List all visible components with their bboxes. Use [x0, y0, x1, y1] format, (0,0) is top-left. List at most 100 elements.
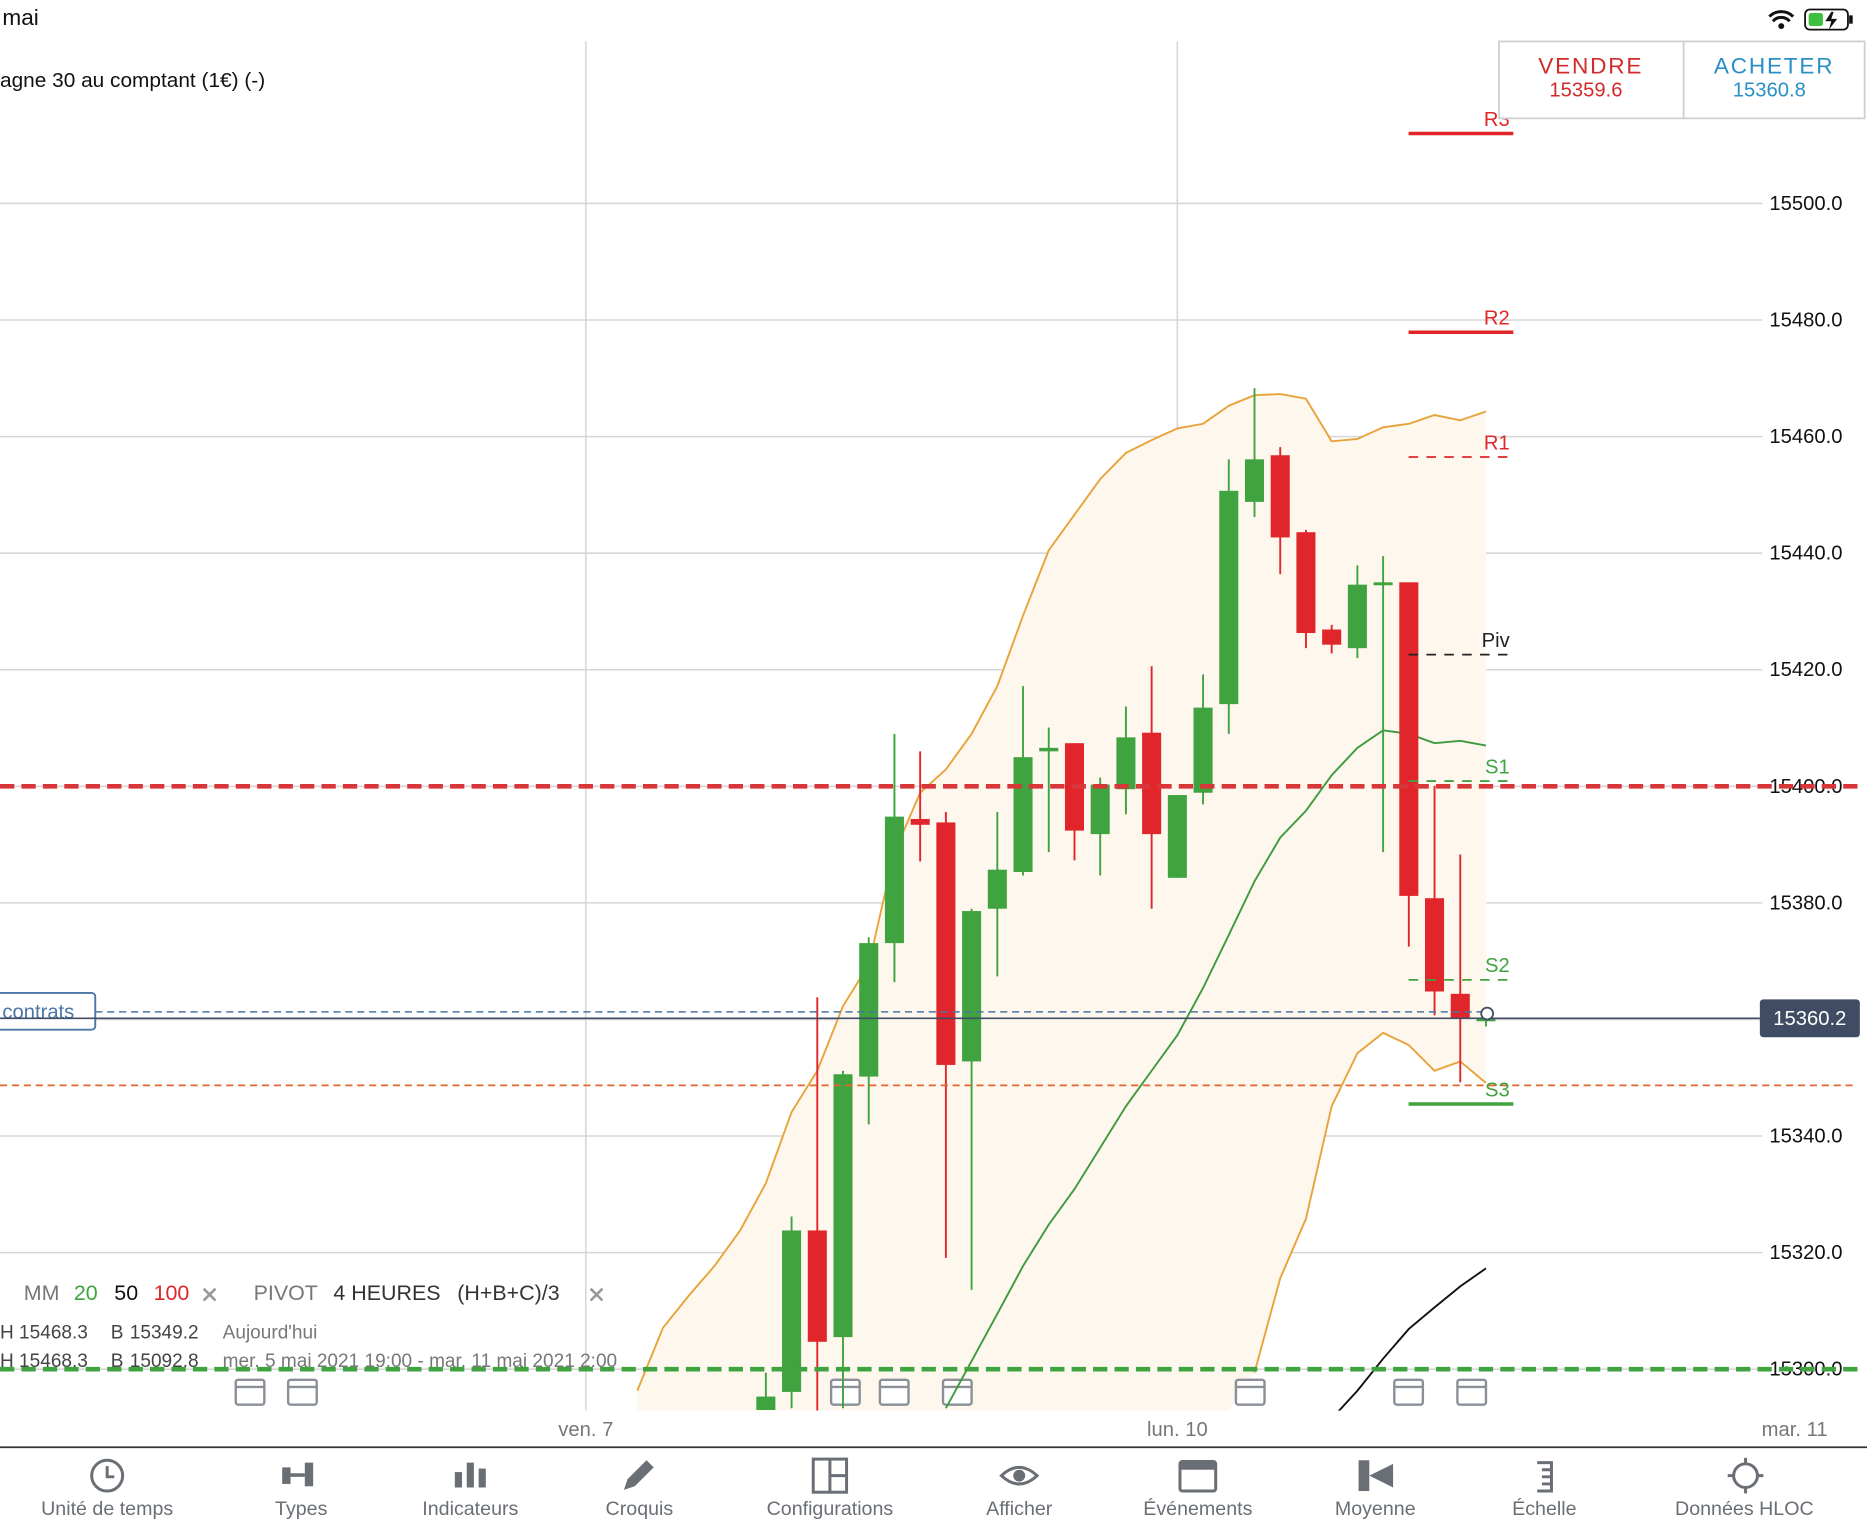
y-tick-label: 15440.0 — [1769, 543, 1842, 565]
pivot-label: S1 — [1485, 756, 1510, 778]
y-tick-label: 15380.0 — [1769, 892, 1842, 914]
stat-period: mer. 5 mai 2021 19:00 - mar. 11 mai 2021… — [223, 1351, 617, 1372]
y-tick-label: 15460.0 — [1769, 426, 1842, 448]
pivot-label: R1 — [1484, 432, 1510, 454]
x-tick-label: lun. 10 — [1147, 1419, 1208, 1441]
legend-period: 50 — [114, 1281, 138, 1305]
candle-body — [910, 818, 930, 825]
legend-remove[interactable] — [202, 1287, 217, 1302]
status-time: mai — [2, 5, 38, 30]
quote-frame — [1498, 40, 1866, 120]
legend-period: 20 — [74, 1281, 98, 1305]
event-marker[interactable] — [1234, 1378, 1266, 1406]
clipped-layer — [234, 388, 1496, 1411]
candle-body — [1373, 582, 1393, 586]
overlay-layer: 15300.015320.015340.015360.015380.015400… — [0, 109, 1860, 1441]
candle-body — [756, 1396, 776, 1410]
candle-body — [1116, 737, 1136, 790]
event-icon — [941, 1378, 973, 1406]
toolbar-item[interactable]: Unité de temps — [41, 1498, 173, 1520]
event-marker[interactable] — [234, 1378, 266, 1406]
y-tick-label: 15320.0 — [1769, 1242, 1842, 1264]
buy-price[interactable]: 15360.8 — [1733, 79, 1806, 101]
candle-body — [987, 869, 1007, 909]
candle-body — [1399, 582, 1419, 896]
y-tick-label: 15500.0 — [1769, 193, 1842, 215]
legend-pivot-formula: (H+B+C)/3 — [457, 1281, 559, 1305]
event-marker[interactable] — [878, 1378, 910, 1406]
stat-h: 15468.3 — [19, 1323, 88, 1344]
buy-label[interactable]: ACHETER — [1714, 53, 1835, 78]
toolbar-item[interactable]: Échelle — [1512, 1497, 1577, 1520]
stat-period: Aujourd'hui — [223, 1323, 318, 1344]
candle-body — [936, 822, 956, 1065]
y-tick-label: 15480.0 — [1769, 310, 1842, 332]
candle-body — [1039, 747, 1059, 752]
candle-body — [962, 911, 982, 1062]
candle-body — [1167, 795, 1187, 878]
position-box[interactable] — [0, 992, 97, 1031]
candle-body — [1296, 532, 1316, 634]
stat-h: 15468.3 — [19, 1351, 88, 1372]
legend-remove[interactable] — [589, 1287, 604, 1302]
event-icon — [1456, 1378, 1488, 1406]
toolbar-item[interactable]: Configurations — [767, 1498, 894, 1520]
candle-body — [1270, 455, 1290, 538]
indicator-line — [636, 393, 1487, 1392]
indicator-line — [1253, 1031, 1487, 1373]
candle-body — [1142, 732, 1162, 835]
toolbar-item[interactable]: Afficher — [986, 1498, 1053, 1520]
candle-body — [1244, 459, 1265, 502]
candle-body — [1450, 993, 1470, 1018]
status-icons — [1768, 8, 1853, 31]
y-tick-label: 15340.0 — [1769, 1126, 1842, 1148]
event-marker[interactable] — [829, 1378, 861, 1406]
event-marker[interactable] — [286, 1378, 318, 1406]
candle-body — [1347, 584, 1367, 649]
candle-body — [1322, 629, 1342, 645]
candle-body — [782, 1230, 802, 1392]
event-icon — [1234, 1378, 1266, 1406]
candle-body — [833, 1074, 853, 1338]
toolbar-item[interactable]: Événements — [1143, 1497, 1252, 1520]
stat-b: 15349.2 — [130, 1323, 199, 1344]
x-tick-label: ven. 7 — [558, 1419, 613, 1441]
toolbar-item[interactable]: Types — [275, 1498, 328, 1520]
pivot-label: R2 — [1484, 308, 1510, 330]
y-tick-label: 15420.0 — [1769, 659, 1842, 681]
legend-mm: MM — [24, 1281, 60, 1305]
event-icon — [234, 1378, 266, 1406]
event-marker[interactable] — [1393, 1378, 1425, 1406]
stat-b-label: B — [111, 1323, 124, 1344]
sell-label[interactable]: VENDRE — [1538, 53, 1643, 78]
stat-b: 15092.8 — [130, 1351, 199, 1372]
candle-body — [884, 816, 904, 944]
chart-title: agne 30 au comptant (1€) (-) — [0, 69, 265, 92]
event-marker[interactable] — [941, 1378, 973, 1406]
candle-body — [1090, 784, 1110, 835]
candle-body — [1219, 490, 1239, 705]
toolbar-item[interactable]: Données HLOC — [1675, 1498, 1814, 1520]
candle-body — [807, 1230, 827, 1342]
event-icon — [878, 1378, 910, 1406]
toolbar-icons — [90, 1457, 1764, 1494]
position-label[interactable]: contrats — [2, 1001, 74, 1023]
event-marker[interactable] — [1456, 1378, 1488, 1406]
toolbar: Unité de temps Types Indicateurs Croquis Con… — [41, 1497, 1814, 1520]
toolbar-item[interactable]: Croquis — [606, 1498, 674, 1520]
event-icon — [1393, 1378, 1425, 1406]
pivot-label: S2 — [1485, 955, 1510, 977]
indicator-line — [1337, 1267, 1487, 1411]
candle-body — [1013, 757, 1033, 872]
sell-price[interactable]: 15359.6 — [1549, 79, 1622, 101]
toolbar-item[interactable]: Indicateurs — [422, 1498, 518, 1520]
toolbar-item[interactable]: Moyenne — [1335, 1498, 1416, 1520]
x-tick-label: mar. 11 — [1762, 1419, 1828, 1441]
pivot-label: Piv — [1482, 630, 1511, 652]
candle-body — [1193, 707, 1213, 793]
legend-period: 100 — [154, 1281, 190, 1305]
indicator-line — [945, 729, 1487, 1409]
